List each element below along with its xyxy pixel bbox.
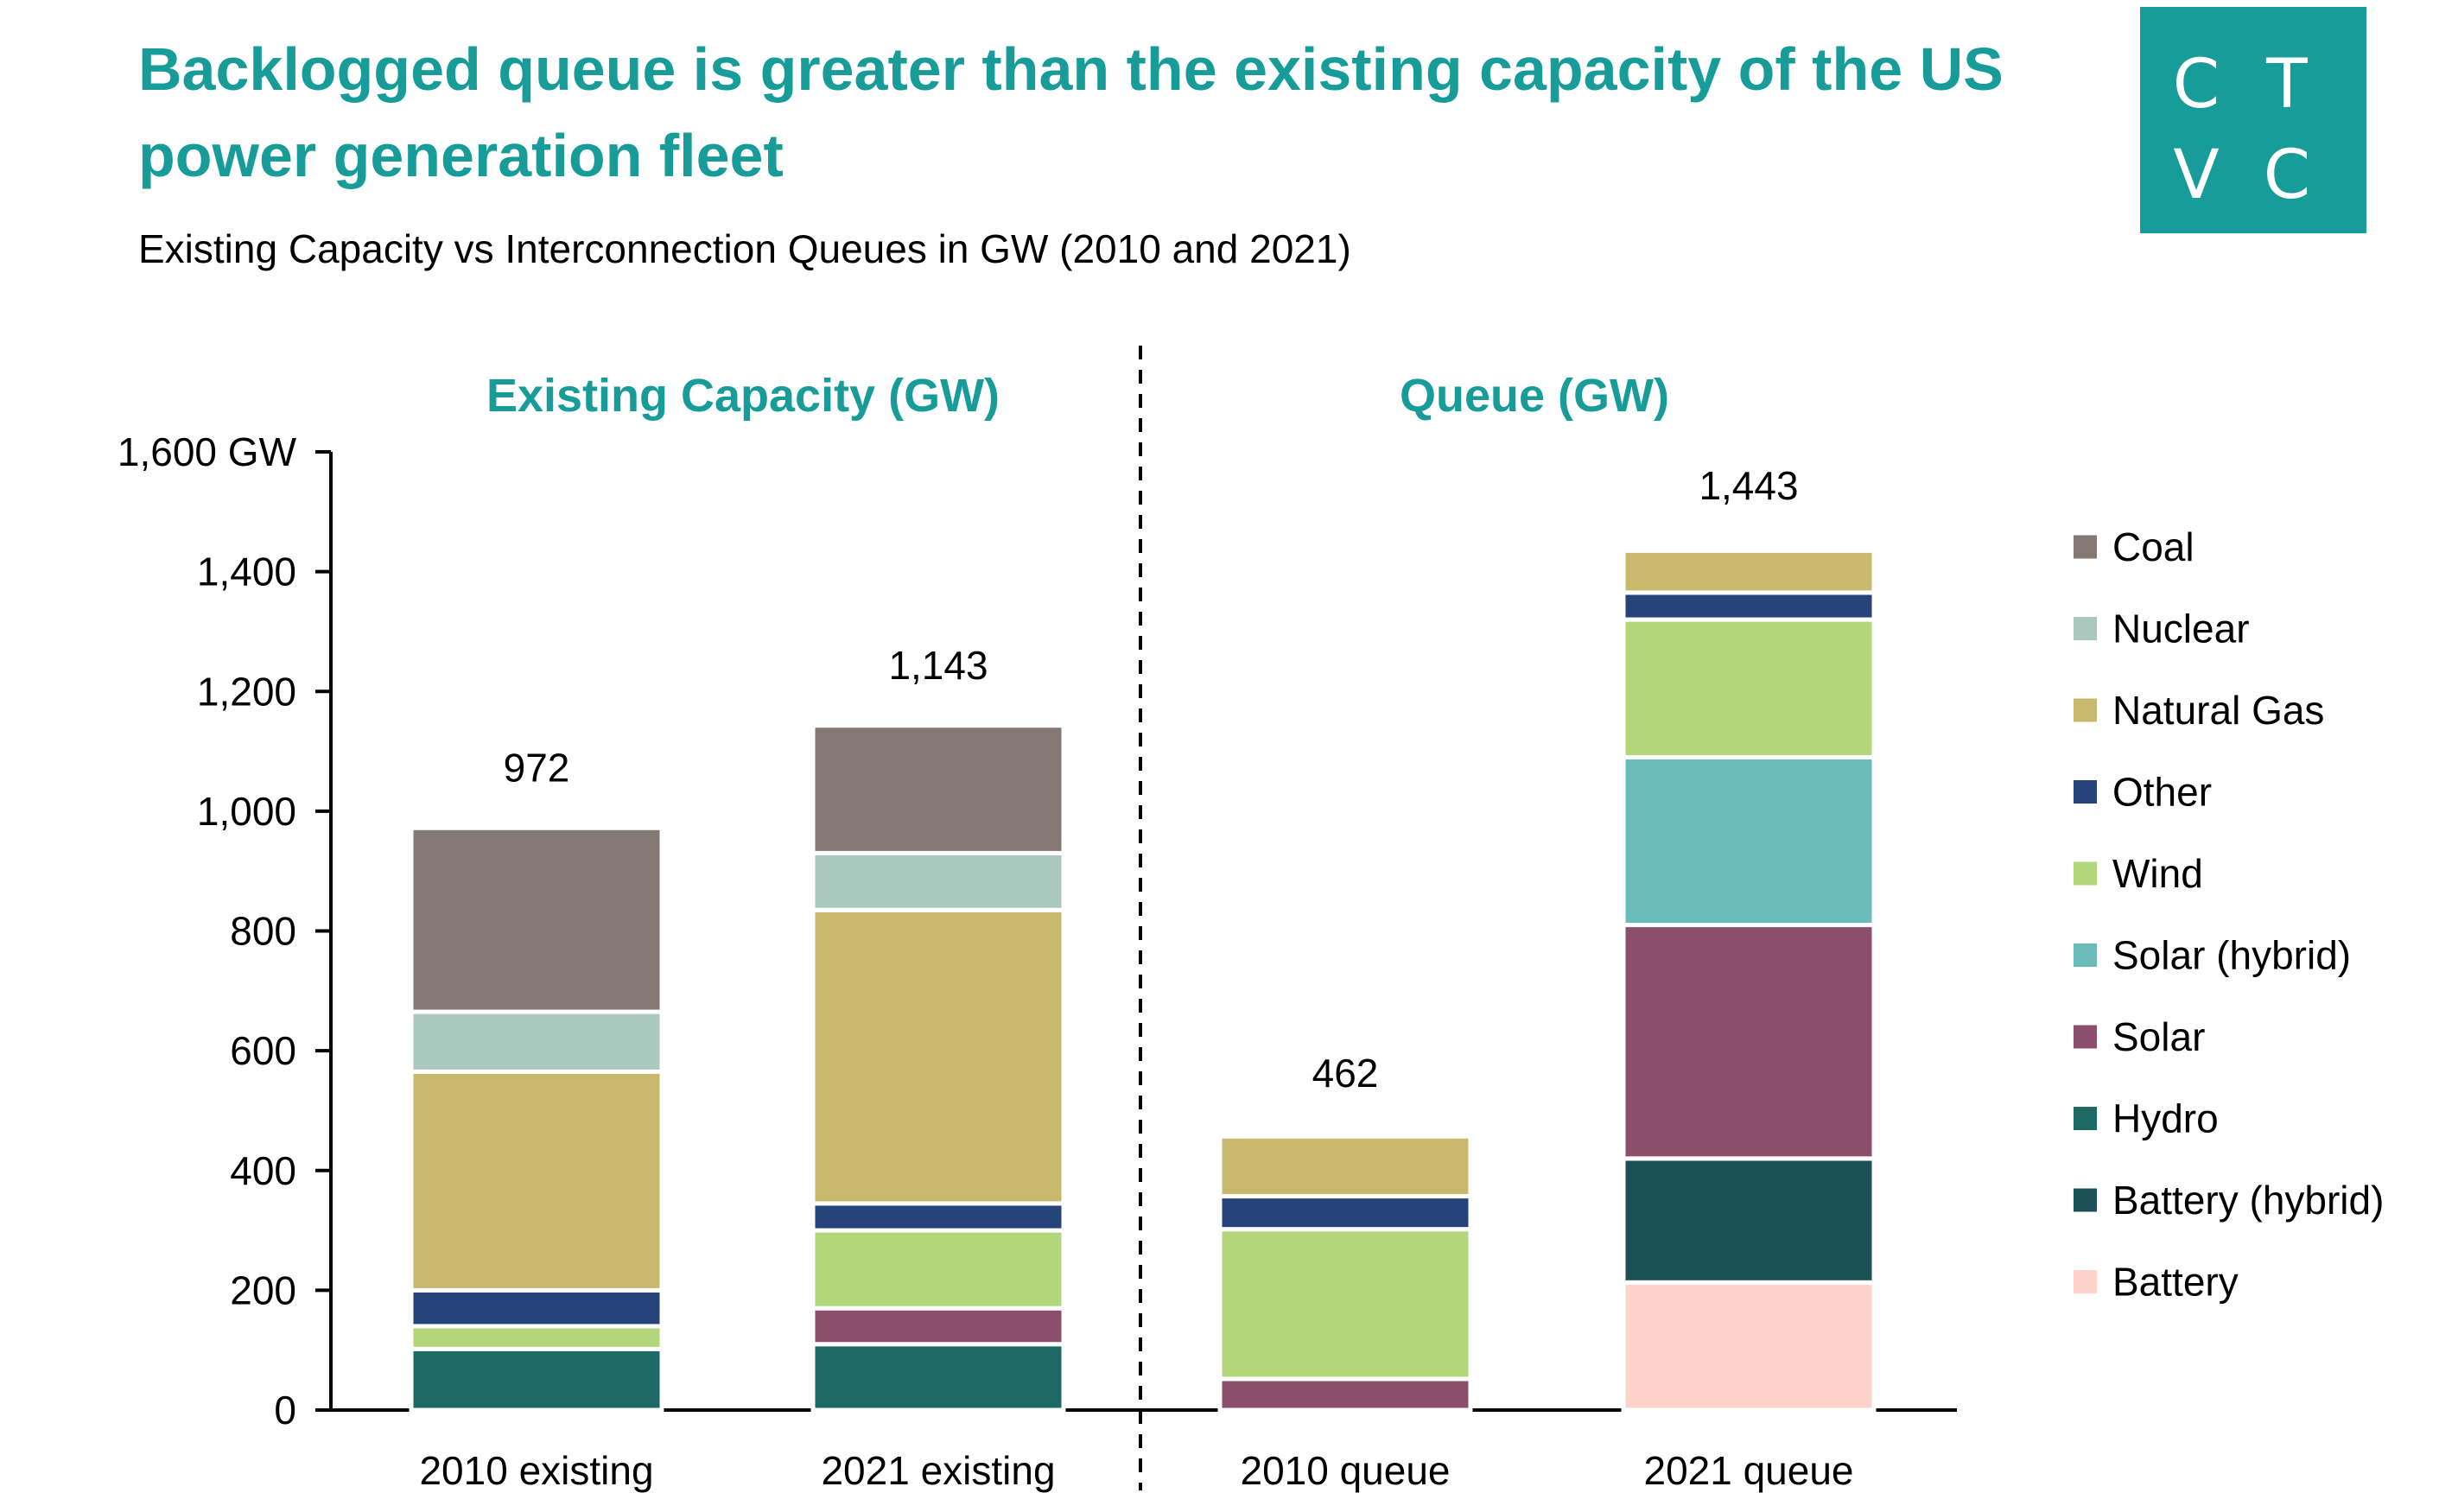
x-category-label: 2010 existing (419, 1448, 653, 1493)
legend-swatch (2074, 780, 2097, 804)
legend-label: Battery (2112, 1260, 2239, 1305)
legend-label: Nuclear (2112, 607, 2250, 651)
legend-label: Wind (2112, 851, 2203, 896)
ctvc-logo: C T V C (2140, 7, 2366, 233)
bar-segment-other (1621, 590, 1877, 622)
bar-segment-battery-hybrid (1621, 1156, 1877, 1285)
bar-segment-hydro (810, 1342, 1066, 1413)
bar-segment-solar (1621, 923, 1877, 1161)
logo-letter: T (2266, 46, 2308, 124)
legend-label: Hydro (2112, 1096, 2219, 1141)
bar-segment-natural-gas (1621, 548, 1877, 595)
bar-segment-solar (810, 1306, 1066, 1347)
chart-legend: Coal Nuclear Natural Gas Other Wind Solar (hy… (2074, 524, 2384, 1305)
bar-segment-solar (1217, 1376, 1473, 1413)
y-tick-label: 1,000 (197, 789, 296, 834)
bar-segment-wind (1217, 1227, 1473, 1382)
bar-segment-coal (810, 723, 1066, 855)
legend-swatch (2074, 535, 2097, 559)
legend-label: Other (2112, 770, 2212, 815)
legend-swatch (2074, 943, 2097, 967)
chart-subtitle: Existing Capacity vs Interconnection Que… (138, 226, 1351, 271)
bar-segment-other (409, 1287, 664, 1329)
chart-title: Backlogged queue is greater than the exi… (138, 35, 2004, 189)
x-category-label: 2021 queue (1643, 1448, 1853, 1493)
legend-label: Solar (2112, 1014, 2205, 1059)
bar-segment-natural-gas (810, 907, 1066, 1206)
bar-total-label: 1,443 (1699, 463, 1798, 508)
bar-total-label: 972 (504, 745, 570, 790)
bar-segment-battery (1621, 1280, 1877, 1413)
x-category-label: 2021 existing (821, 1448, 1055, 1493)
legend-label: Coal (2112, 524, 2194, 569)
bar-segment-coal (409, 825, 664, 1014)
section-title-existing: Existing Capacity (GW) (486, 370, 1000, 422)
bar-segment-nuclear (810, 850, 1066, 912)
logo-letter: C (2263, 137, 2311, 214)
bar-segment-nuclear (409, 1009, 664, 1074)
y-tick-label: 1,400 (197, 550, 296, 594)
legend-swatch (2074, 617, 2097, 640)
logo-letter: C (2172, 46, 2220, 124)
legend-swatch (2074, 861, 2097, 886)
y-tick-label: 0 (274, 1388, 296, 1433)
bar-segment-wind (409, 1324, 664, 1351)
chart-bars (409, 548, 1877, 1413)
y-tick-label: 800 (230, 909, 296, 954)
bar-segment-natural-gas (1217, 1134, 1473, 1199)
legend-swatch (2074, 1188, 2097, 1212)
y-tick-label: 1,600 GW (118, 429, 297, 474)
legend-label: Natural Gas (2112, 688, 2324, 733)
legend-label: Battery (hybrid) (2112, 1178, 2384, 1223)
legend-swatch (2074, 698, 2097, 722)
legend-label: Solar (hybrid) (2112, 933, 2351, 978)
bar-segment-wind (810, 1228, 1066, 1311)
chart-labels: Existing Capacity (GW) Queue (GW) 972 2010 … (419, 370, 1853, 1493)
legend-swatch (2074, 1270, 2097, 1293)
bar-total-label: 1,143 (888, 643, 988, 688)
bar-segment-solar-hybrid (1621, 754, 1877, 928)
y-tick-label: 1,200 (197, 669, 296, 714)
bar-segment-wind (1621, 617, 1877, 759)
legend-swatch (2074, 1107, 2097, 1130)
y-tick-label: 400 (230, 1148, 296, 1193)
section-title-queue: Queue (GW) (1400, 370, 1669, 422)
x-category-label: 2010 queue (1240, 1448, 1450, 1493)
bar-segment-hydro (409, 1346, 664, 1413)
bar-segment-natural-gas (409, 1069, 664, 1293)
bar-segment-other (810, 1201, 1066, 1233)
legend-swatch (2074, 1025, 2097, 1049)
y-tick-label: 600 (230, 1028, 296, 1073)
y-tick-label: 200 (230, 1267, 296, 1312)
logo-letter: V (2173, 137, 2220, 214)
bar-segment-other (1217, 1194, 1473, 1232)
bar-total-label: 462 (1312, 1051, 1379, 1096)
